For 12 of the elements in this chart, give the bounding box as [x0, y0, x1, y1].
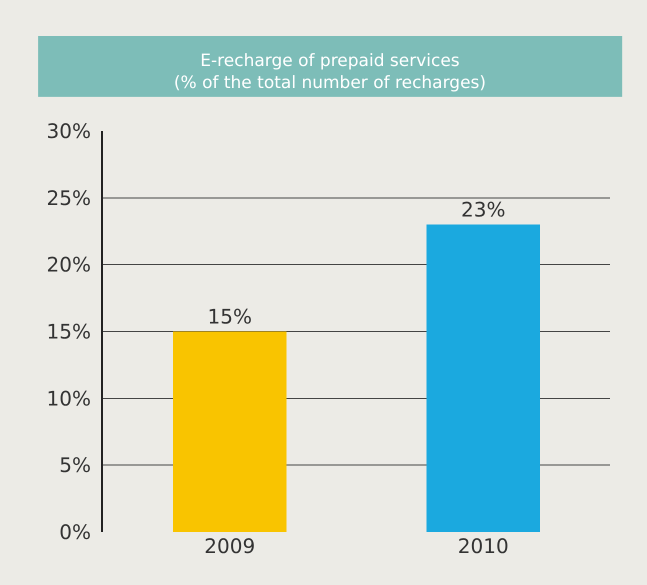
- x-tick-label: 2010: [458, 534, 509, 558]
- y-tick-label: 5%: [59, 453, 91, 478]
- data-label: 15%: [208, 304, 252, 328]
- y-tick-label: 0%: [59, 520, 91, 544]
- y-tick-label: 30%: [46, 119, 91, 143]
- y-tick-label: 20%: [46, 252, 91, 277]
- y-tick-label: 25%: [46, 186, 91, 210]
- chart-title: E-recharge of prepaid services (% of the total number of recharges): [174, 51, 486, 94]
- y-tick-label: 15%: [46, 320, 91, 344]
- data-label: 23%: [461, 198, 506, 222]
- x-tick-label: 2009: [204, 534, 256, 558]
- y-tick-label: 10%: [46, 386, 91, 410]
